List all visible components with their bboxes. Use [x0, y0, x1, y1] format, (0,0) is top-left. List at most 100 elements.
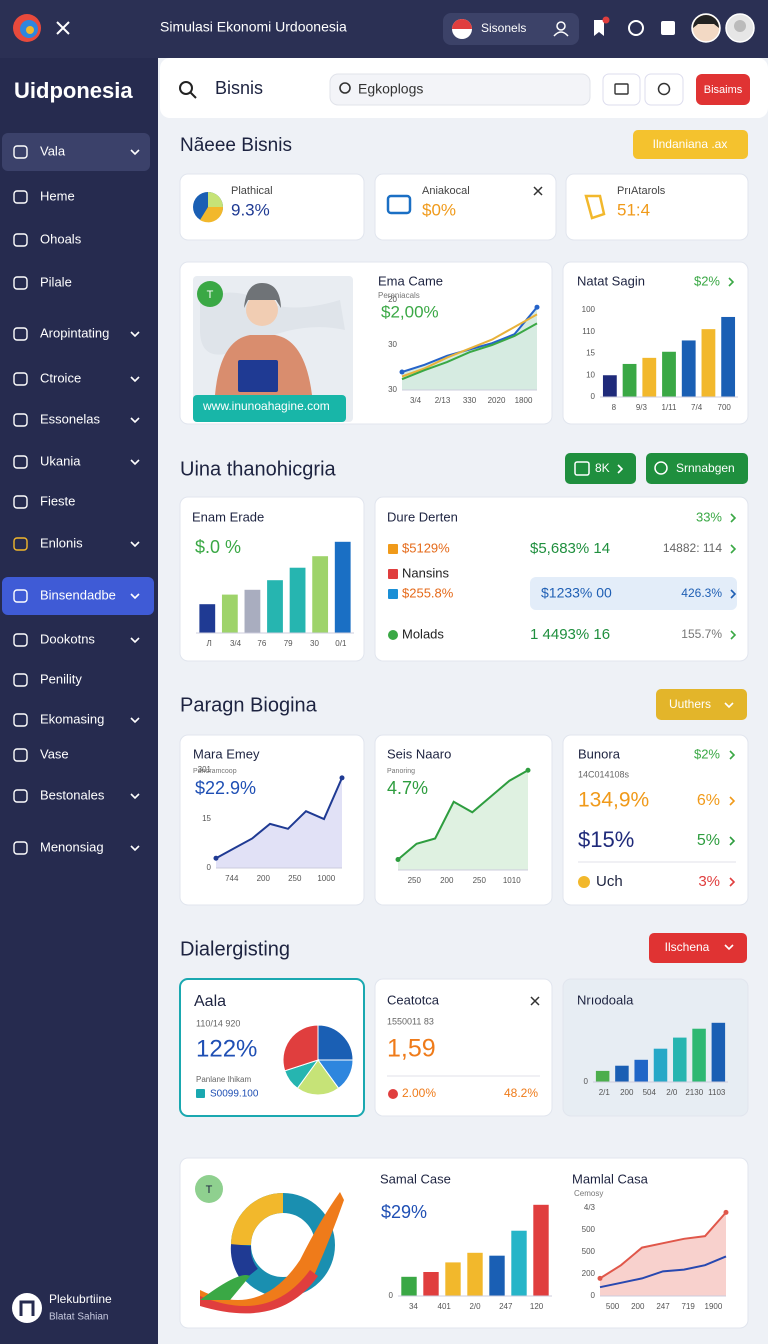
nav-item[interactable]: Enlonis [40, 535, 83, 550]
area [402, 307, 537, 390]
footer-logo-mark [19, 1300, 35, 1316]
nav-item[interactable]: Dookotns [40, 631, 95, 646]
x-tick-label: 120 [530, 1302, 544, 1311]
stat-icon [386, 194, 412, 215]
button[interactable] [646, 453, 748, 484]
nav-icon [13, 413, 28, 427]
footer-logo [12, 1293, 42, 1323]
nav-icon [13, 633, 28, 647]
nav-item[interactable]: Essonelas [40, 411, 100, 426]
nav-item[interactable]: Pilale [40, 274, 72, 289]
section-title: Uina thanohicgria [180, 458, 337, 480]
legend-label: S0099.100 [210, 1089, 259, 1100]
account-pill[interactable] [443, 13, 579, 45]
y-tick-label: 100 [582, 305, 596, 314]
area [398, 770, 528, 870]
nav-icon [13, 233, 28, 247]
x-tick-label: 1800 [515, 396, 533, 405]
row-label: $15% [578, 827, 634, 852]
x-tick-label: Л [207, 639, 212, 648]
badge-label: T [206, 1184, 213, 1196]
button[interactable] [633, 130, 748, 159]
row-side: 426.3% [681, 586, 722, 600]
line [215, 777, 343, 860]
badge-label: T [207, 289, 214, 301]
nav-item[interactable]: Bestonales [40, 787, 105, 802]
bar [622, 363, 637, 397]
x-tick-label: 2/0 [469, 1302, 481, 1311]
close-icon[interactable] [533, 186, 543, 196]
nav-item[interactable]: Binsendadbe [40, 587, 116, 602]
table-title: Dure Derten [387, 509, 458, 524]
bar [642, 357, 657, 397]
card-value: 1,59 [387, 1035, 436, 1063]
chevron [729, 750, 736, 760]
x-tick-label: 34 [409, 1302, 418, 1311]
y-tick-label: 200 [582, 1269, 596, 1278]
chevron [130, 376, 140, 383]
bookmark-icon[interactable] [594, 20, 604, 36]
bar [673, 1037, 687, 1082]
x-tick-label: 7/4 [691, 403, 703, 412]
nav-item[interactable]: Ctroice [40, 370, 81, 385]
line [401, 322, 538, 381]
nav-item[interactable]: Aropintating [40, 325, 109, 340]
nav-item[interactable]: Heme [40, 188, 75, 203]
nav-item[interactable]: Fieste [40, 493, 75, 508]
topbar [0, 0, 768, 58]
x-tick-label: 744 [225, 874, 239, 883]
x-tick-label: 3/4 [230, 639, 242, 648]
nav-item[interactable]: Ukania [40, 453, 81, 468]
close-icon[interactable] [530, 996, 540, 1006]
x-tick-label: 247 [656, 1302, 670, 1311]
nav-item[interactable]: Vala [40, 143, 66, 158]
nav-selected [2, 577, 154, 615]
chart-title: Samal Case [380, 1171, 451, 1186]
chevron [729, 836, 736, 846]
avatar-hair [693, 15, 719, 28]
row-label: Uch [596, 873, 623, 890]
x-tick-label: 2020 [488, 396, 506, 405]
share-icon[interactable] [661, 21, 675, 35]
nav-item[interactable]: Ekomasing [40, 711, 104, 726]
sidebar [0, 58, 158, 1344]
row-marker [388, 1089, 398, 1099]
section-title: Dialergisting [180, 938, 290, 960]
row-value: 6% [697, 792, 720, 809]
nav-item[interactable]: Ohoals [40, 231, 82, 246]
nav-item[interactable]: Penility [40, 671, 82, 686]
tool-button[interactable] [644, 73, 684, 106]
chart-title: Seis Naaro [387, 746, 451, 761]
chart-subtitle: Panoring [387, 768, 415, 775]
badge [195, 1175, 223, 1203]
bar [721, 316, 736, 397]
stat-value: $0% [422, 200, 456, 219]
nav-icon [13, 537, 28, 551]
close-icon[interactable] [56, 21, 70, 35]
x-tick-label: 3/4 [410, 396, 422, 405]
x-tick-label: 200 [631, 1302, 645, 1311]
nav-item[interactable]: Vase [40, 746, 69, 761]
nav-item[interactable]: Menonsiag [40, 839, 104, 854]
row-marker [388, 630, 398, 640]
row-label: $5129% [402, 540, 450, 555]
user-icon [556, 21, 566, 31]
button[interactable] [649, 933, 747, 963]
point [534, 304, 540, 310]
settings-icon[interactable] [628, 20, 644, 36]
button-label: Ilschena [665, 940, 710, 954]
stat-label: Plathical [231, 185, 273, 197]
bar [701, 329, 716, 397]
bar [602, 375, 617, 397]
primary-button[interactable] [696, 74, 750, 105]
button[interactable] [565, 453, 636, 484]
stat-label: Aniakocal [422, 185, 470, 197]
nav-icon [13, 495, 28, 509]
chart-title: Natat Sagin [577, 273, 645, 288]
tool-button[interactable] [602, 73, 641, 106]
button[interactable] [656, 689, 747, 720]
search-box[interactable] [329, 73, 591, 106]
x-tick-label: 1900 [705, 1302, 723, 1311]
pie-slice [317, 1024, 354, 1061]
row-label: Nansins [402, 565, 449, 580]
